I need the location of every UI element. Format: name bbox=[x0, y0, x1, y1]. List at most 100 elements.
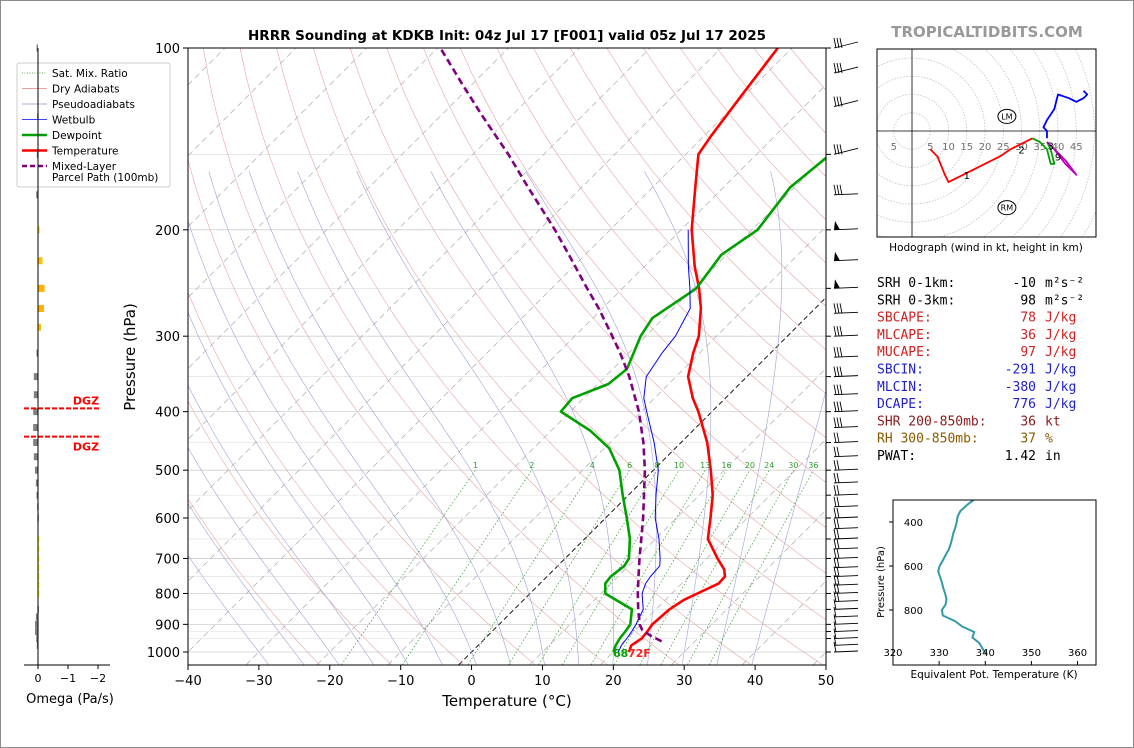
isotherm-line bbox=[600, 438, 826, 665]
barb-feather bbox=[833, 347, 837, 358]
hodograph-ring-label: 5 bbox=[927, 142, 933, 153]
param-value: 36 bbox=[1020, 328, 1036, 343]
wind-barb bbox=[833, 446, 859, 458]
wind-barb bbox=[833, 460, 859, 471]
omega-bar bbox=[38, 573, 40, 581]
omega-bar bbox=[38, 226, 40, 234]
wind-barb bbox=[833, 62, 859, 74]
barb-feather bbox=[833, 641, 837, 653]
barb-feather bbox=[836, 538, 840, 549]
omega-bar bbox=[35, 628, 38, 636]
barb-feather bbox=[839, 96, 843, 107]
barb-feather bbox=[836, 401, 840, 412]
wind-barb bbox=[833, 591, 859, 602]
pseudoadiabat-line bbox=[208, 171, 477, 665]
wind-barb bbox=[833, 621, 859, 632]
theta-e-axes: 320 330 340 350 360 400 600 800 bbox=[883, 518, 1087, 665]
barb-feather bbox=[833, 518, 837, 529]
storm-motion-label: RM bbox=[1001, 204, 1014, 213]
legend-label: Dry Adiabats bbox=[52, 84, 120, 96]
wind-barb bbox=[833, 566, 859, 577]
mixing-ratio-label: 16 bbox=[721, 461, 731, 470]
param-value: 97 bbox=[1020, 345, 1036, 360]
barb-feather bbox=[833, 417, 837, 428]
skewt-axes: −40 −30 −20 −10 0 10 20 30 40 50 100 200 300 400 500 60… bbox=[147, 42, 834, 689]
legend-label: Wetbulb bbox=[52, 115, 96, 127]
theta-e-trace bbox=[937, 500, 988, 655]
omega-bar bbox=[35, 466, 38, 474]
series-wetbulb bbox=[617, 229, 691, 653]
omega-bar bbox=[36, 44, 38, 52]
barb-feather bbox=[833, 37, 837, 49]
wind-barb bbox=[833, 384, 859, 396]
barb-feather bbox=[833, 96, 837, 107]
hodograph-ring-label: 40 bbox=[1052, 142, 1065, 153]
wind-barb bbox=[833, 347, 859, 358]
barb-feather bbox=[836, 184, 840, 195]
barb-shaft bbox=[833, 615, 859, 618]
param-label: MUCAPE: bbox=[877, 345, 932, 360]
param-unit: kt bbox=[1045, 414, 1061, 429]
mixing-ratio-label: 24 bbox=[764, 461, 774, 470]
omega-bar bbox=[36, 191, 38, 199]
barb-shaft bbox=[833, 355, 859, 358]
x-tick-label: −30 bbox=[245, 674, 272, 689]
omega-bar bbox=[36, 491, 38, 499]
surface-temperature-label: 72F bbox=[628, 647, 651, 660]
barb-feather bbox=[833, 303, 837, 314]
barb-shaft bbox=[833, 607, 859, 610]
mixing-ratio-labels: 1 2 4 6 8 10 13 16 20 24 30 36 bbox=[473, 461, 818, 470]
barb-feather bbox=[833, 621, 837, 632]
x-tick-label: 30 bbox=[676, 674, 693, 689]
barb-pennant bbox=[834, 220, 840, 230]
isotherm-line bbox=[188, 48, 722, 582]
wind-barb bbox=[833, 599, 859, 610]
hodograph-ring-label: 15 bbox=[960, 142, 973, 153]
barb-feather bbox=[836, 485, 840, 496]
hodograph-caption: Hodograph (wind in kt, height in km) bbox=[889, 242, 1083, 254]
barb-feather bbox=[839, 384, 843, 395]
barb-feather bbox=[833, 144, 837, 155]
param-label: SRH 0-3km: bbox=[877, 293, 955, 308]
mixing-ratio-line bbox=[341, 470, 476, 665]
hodograph-ring-label: 10 bbox=[942, 142, 955, 153]
mixing-ratio-label: 1 bbox=[473, 461, 478, 470]
wind-barb bbox=[833, 635, 859, 646]
theta-e-ylabel: Pressure (hPa) bbox=[876, 546, 887, 618]
barb-feather bbox=[833, 485, 837, 496]
wind-barb bbox=[833, 326, 859, 337]
y-tick-label: 400 bbox=[155, 406, 180, 421]
barb-feather bbox=[836, 96, 840, 107]
barb-feather bbox=[833, 184, 837, 195]
wind-barb bbox=[833, 518, 859, 530]
sounding-parameters: SRH 0-1km: -10 m²s⁻² SRH 0-3km: 98 m²s⁻² SBCAP… bbox=[877, 276, 1084, 464]
param-unit: in bbox=[1045, 449, 1061, 464]
y-axis-label: Pressure (hPa) bbox=[121, 303, 139, 411]
dry-adiabat-line bbox=[423, 48, 826, 528]
barb-feather bbox=[836, 548, 840, 559]
hodograph-height-label: 3 bbox=[1048, 142, 1054, 153]
barb-shaft bbox=[833, 575, 859, 577]
hodograph-ring-label: 35 bbox=[1033, 142, 1046, 153]
isotherm-line bbox=[458, 296, 826, 665]
wind-barb bbox=[833, 614, 859, 625]
dgz-markers: DGZ DGZ bbox=[24, 394, 99, 454]
barb-shaft bbox=[833, 147, 859, 155]
isotherm-line bbox=[387, 226, 826, 665]
barb-shaft bbox=[833, 505, 859, 508]
dgz-label: DGZ bbox=[73, 394, 99, 407]
mixing-ratio-label: 4 bbox=[590, 461, 595, 470]
dry-adiabat-line bbox=[386, 48, 826, 574]
barb-shaft bbox=[833, 481, 859, 484]
barb-feather bbox=[836, 347, 840, 358]
omega-bar bbox=[35, 620, 38, 628]
wind-barb bbox=[833, 417, 859, 428]
hodograph-ring-label: 30 bbox=[1015, 142, 1028, 153]
barb-feather bbox=[833, 460, 837, 471]
barb-feather bbox=[833, 384, 837, 395]
param-label: SBCIN: bbox=[877, 363, 924, 378]
barb-feather bbox=[833, 507, 837, 519]
legend-label: Pseudoadiabats bbox=[52, 99, 135, 111]
barb-feather bbox=[833, 635, 837, 646]
